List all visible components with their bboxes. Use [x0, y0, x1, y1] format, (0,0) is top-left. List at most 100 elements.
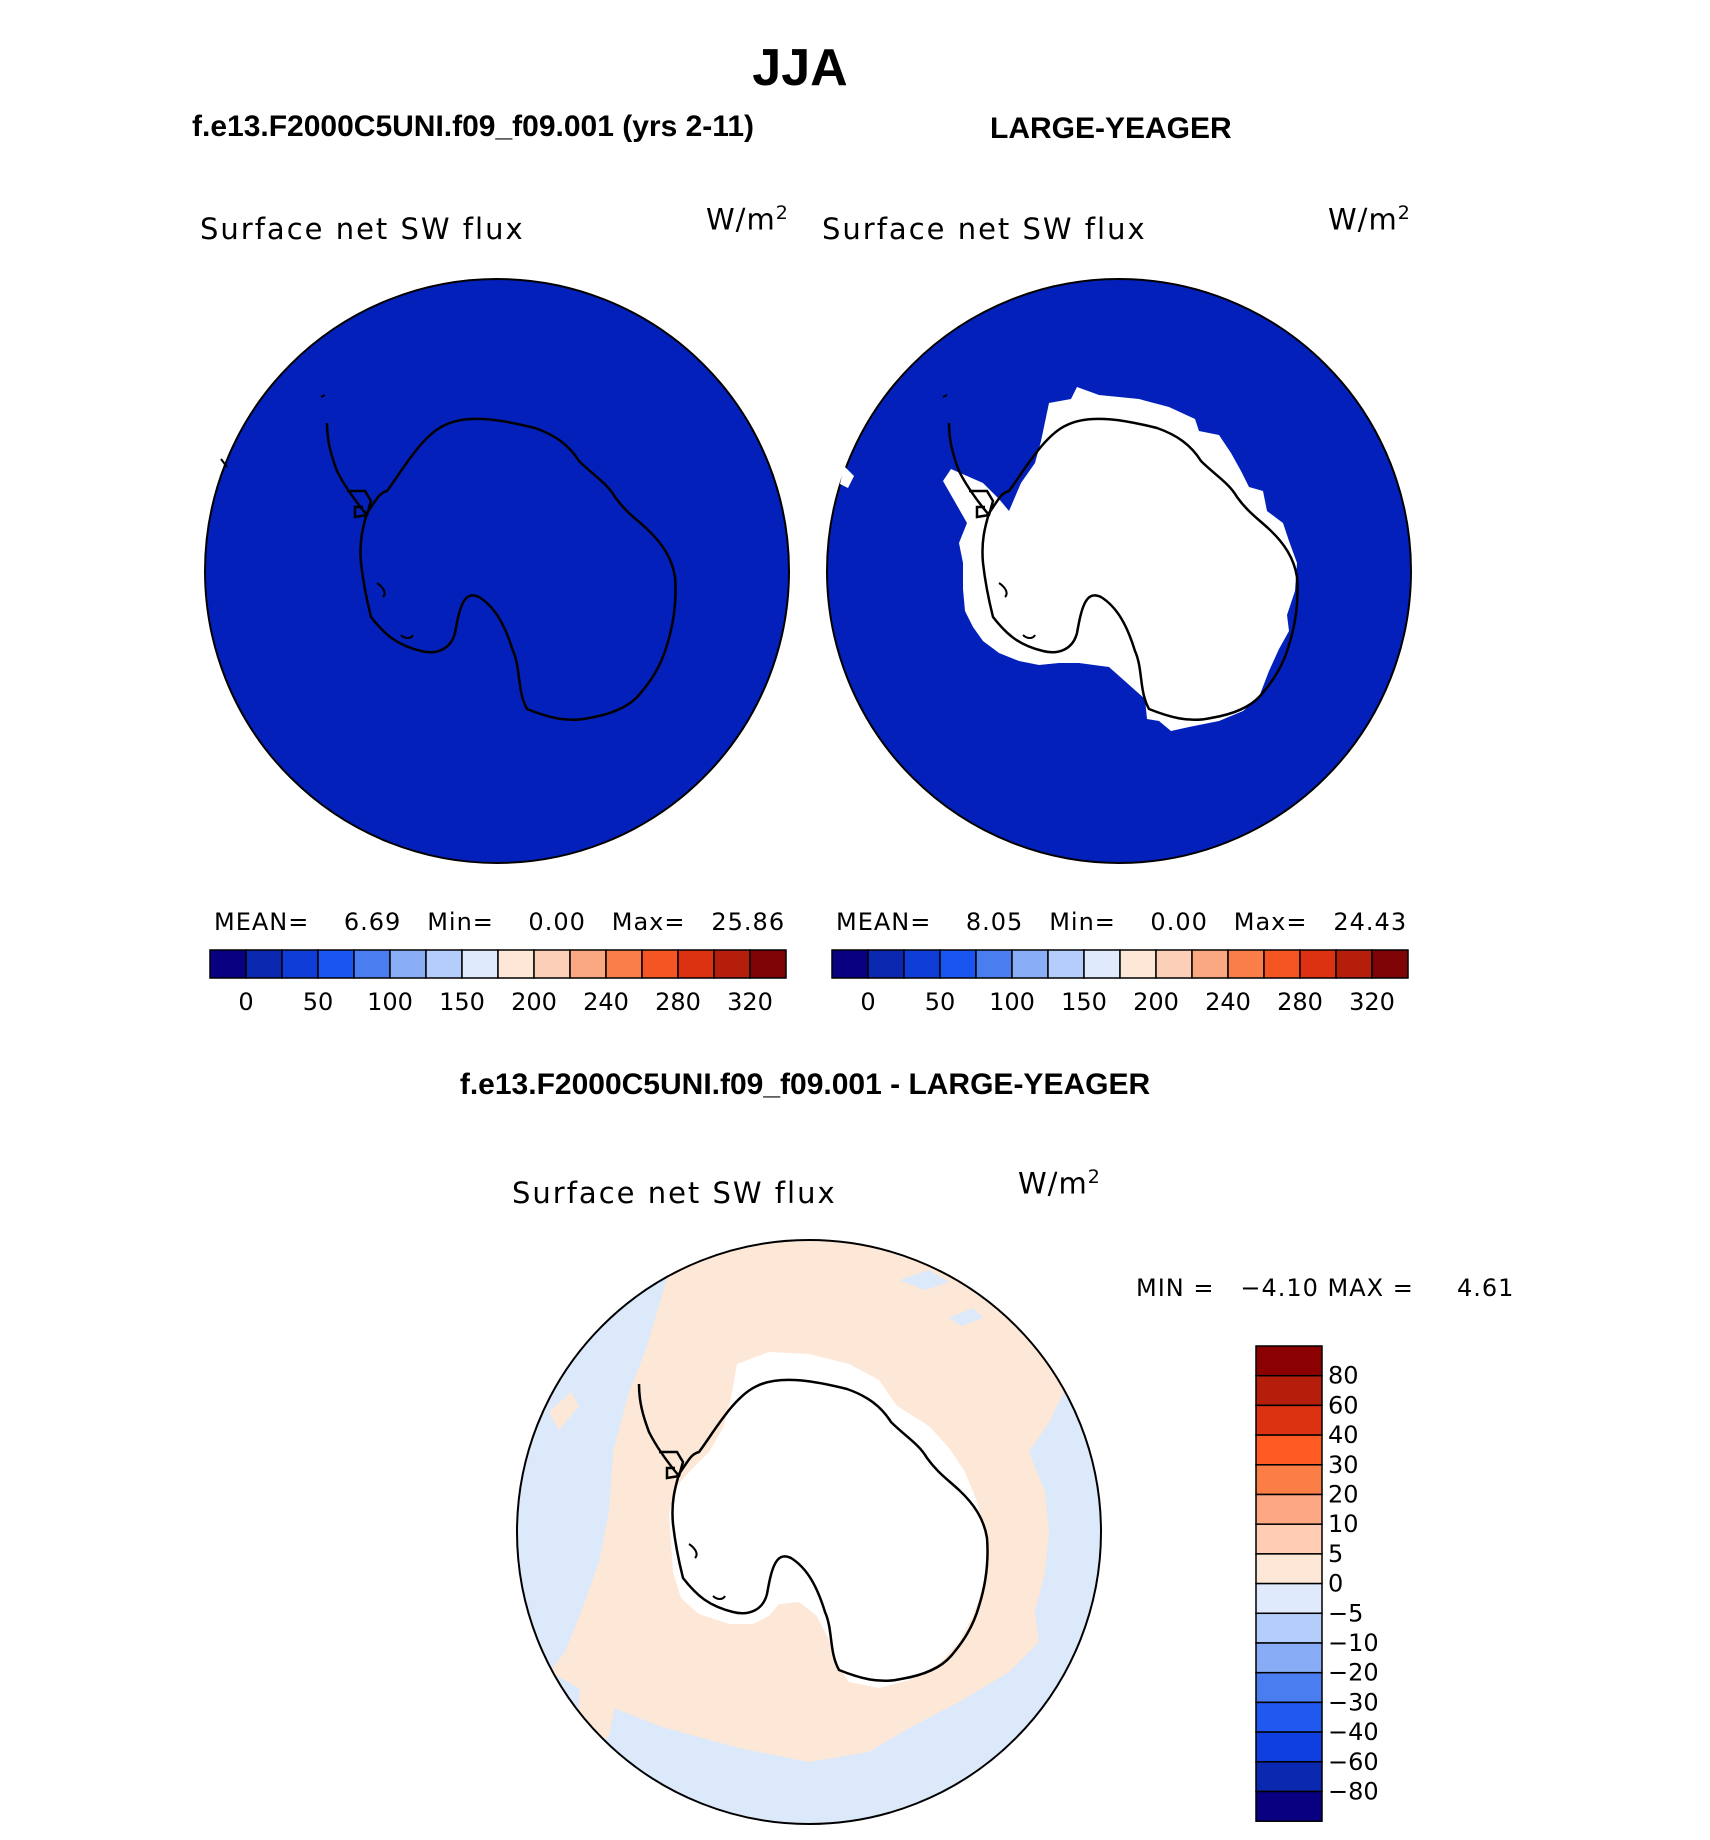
colorbar-label: −80 [1328, 1778, 1379, 1806]
colorbar-label: 150 [1061, 988, 1107, 1016]
right-ice-mask [943, 387, 1297, 731]
left-coastline [325, 417, 677, 722]
page-title: JJA [752, 39, 848, 97]
colorbar-label: 200 [511, 988, 557, 1016]
colorbar-box [209, 949, 247, 979]
colorbar-label: 150 [439, 988, 485, 1016]
colorbar-box [867, 949, 905, 979]
right-colorbar: 0 50 100 150 200 240 280 320 [831, 949, 1409, 1016]
colorbar-box [1255, 1374, 1323, 1407]
right-ice-mask-small [840, 466, 854, 488]
colorbar-box [1255, 1671, 1323, 1704]
colorbar-box [939, 949, 977, 979]
colorbar-box [713, 949, 751, 979]
colorbar-label: 80 [1328, 1362, 1359, 1390]
colorbar-box [1255, 1790, 1323, 1822]
colorbar-label: 0 [860, 988, 875, 1016]
colorbar-label: −40 [1328, 1718, 1379, 1746]
colorbar-box [677, 949, 715, 979]
colorbar-box [389, 949, 427, 979]
colorbar-box [245, 949, 283, 979]
colorbar-box [1255, 1553, 1323, 1585]
colorbar-box [1255, 1523, 1323, 1555]
colorbar-label: 30 [1328, 1451, 1359, 1479]
right-stats: MEAN= 8.05 Min= 0.00 Max= 24.43 [836, 908, 1408, 936]
colorbar-label: −30 [1328, 1688, 1379, 1716]
colorbar-label: 40 [1328, 1421, 1359, 1449]
left-polar-map [204, 278, 790, 864]
colorbar-box [497, 949, 535, 979]
colorbar-box [1255, 1434, 1323, 1466]
right-island-marks [942, 394, 948, 398]
right-polar-map [826, 278, 1412, 864]
colorbar-label: −10 [1328, 1629, 1379, 1657]
diff-units-label: W/m2 [1018, 1166, 1101, 1201]
colorbar-box [1255, 1404, 1323, 1436]
left-map-ocean [204, 278, 790, 864]
colorbar-box [533, 949, 571, 979]
colorbar-label: 280 [655, 988, 701, 1016]
diff-positive-patch [549, 1392, 579, 1430]
colorbar-label: −5 [1328, 1599, 1363, 1627]
colorbar-box [1227, 949, 1265, 979]
right-case-title: LARGE-YEAGER [990, 112, 1232, 145]
colorbar-box [461, 949, 499, 979]
colorbar-label: 280 [1277, 988, 1323, 1016]
colorbar-box [1191, 949, 1229, 979]
colorbar-box [1255, 1642, 1323, 1674]
diff-polar-map [516, 1239, 1102, 1825]
colorbar-label: 10 [1328, 1510, 1359, 1538]
colorbar-box [1299, 949, 1337, 979]
right-variable-label: Surface net SW flux [822, 212, 1147, 246]
colorbar-label: 320 [727, 988, 773, 1016]
colorbar-label: 100 [367, 988, 413, 1016]
colorbar-label: 320 [1349, 988, 1395, 1016]
colorbar-label: 50 [303, 988, 334, 1016]
colorbar-label: 20 [1328, 1481, 1359, 1509]
colorbar-box [1255, 1701, 1323, 1733]
colorbar-box [749, 949, 787, 979]
colorbar-box [831, 949, 869, 979]
colorbar-label: −20 [1328, 1659, 1379, 1687]
diff-negative-patches [899, 1270, 983, 1326]
diff-min-max: MIN = −4.10 MAX = 4.61 [1136, 1274, 1515, 1302]
colorbar-box [641, 949, 679, 979]
left-colorbar: 0 50 100 150 200 240 280 320 [209, 949, 787, 1016]
colorbar-label: 0 [238, 988, 253, 1016]
colorbar-box [1011, 949, 1049, 979]
colorbar-box [281, 949, 319, 979]
colorbar-label: 0 [1328, 1570, 1343, 1598]
colorbar-box [353, 949, 391, 979]
colorbar-box [1263, 949, 1301, 979]
colorbar-box [1335, 949, 1373, 979]
colorbar-box [569, 949, 607, 979]
colorbar-box [1255, 1731, 1323, 1763]
colorbar-label: 60 [1328, 1391, 1359, 1419]
difference-title: f.e13.F2000C5UNI.f09_f09.001 - LARGE-YEA… [459, 1068, 1151, 1101]
colorbar-box [1255, 1345, 1323, 1377]
left-case-title: f.e13.F2000C5UNI.f09_f09.001 (yrs 2-11) [192, 110, 755, 143]
colorbar-box [317, 949, 355, 979]
colorbar-box [1255, 1464, 1323, 1496]
colorbar-box [1255, 1582, 1323, 1615]
colorbar-label: 100 [989, 988, 1035, 1016]
colorbar-label: 50 [925, 988, 956, 1016]
colorbar-box [1371, 949, 1409, 979]
colorbar-box [605, 949, 643, 979]
left-units-label: W/m2 [706, 202, 789, 237]
colorbar-label: 5 [1328, 1540, 1343, 1568]
colorbar-box [1119, 949, 1157, 979]
colorbar-label: 200 [1133, 988, 1179, 1016]
left-island-marks [220, 394, 326, 468]
diff-map-border [516, 1239, 1102, 1825]
colorbar-box [425, 949, 463, 979]
diff-coastline [637, 1378, 989, 1683]
colorbar-box [1255, 1493, 1323, 1525]
colorbar-box [1255, 1612, 1323, 1644]
left-stats: MEAN= 6.69 Min= 0.00 Max= 25.86 [214, 908, 786, 936]
colorbar-box [1083, 949, 1121, 979]
colorbar-box [1155, 949, 1193, 979]
right-units-label: W/m2 [1328, 202, 1411, 237]
right-coastline [947, 417, 1299, 722]
